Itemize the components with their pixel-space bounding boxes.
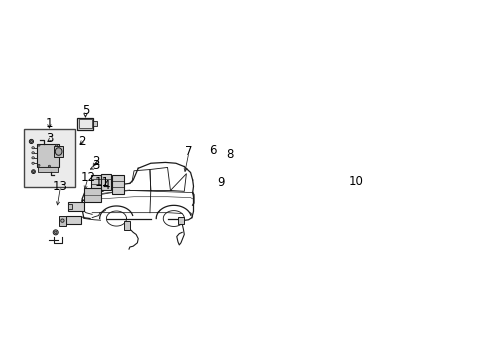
Ellipse shape xyxy=(32,162,34,164)
Ellipse shape xyxy=(32,147,34,149)
Ellipse shape xyxy=(55,144,58,146)
Bar xyxy=(112,175,123,194)
Bar xyxy=(93,121,97,126)
Text: 2: 2 xyxy=(92,155,99,168)
Bar xyxy=(91,175,101,190)
Bar xyxy=(124,221,130,230)
Text: 9: 9 xyxy=(217,176,224,189)
Text: 3: 3 xyxy=(46,132,54,145)
Ellipse shape xyxy=(30,140,32,143)
Ellipse shape xyxy=(48,165,50,167)
Bar xyxy=(38,167,58,172)
Text: 13: 13 xyxy=(53,180,68,193)
Ellipse shape xyxy=(33,171,34,172)
Bar xyxy=(37,144,59,167)
Ellipse shape xyxy=(61,219,64,222)
Text: 8: 8 xyxy=(225,148,233,161)
Text: 5: 5 xyxy=(81,104,89,117)
Bar xyxy=(101,174,110,190)
Bar xyxy=(68,202,83,211)
Bar xyxy=(178,217,184,224)
Text: 3: 3 xyxy=(92,159,99,172)
Bar xyxy=(79,119,92,129)
Bar xyxy=(77,118,93,130)
Bar xyxy=(66,216,81,224)
Text: 2: 2 xyxy=(78,135,86,148)
Text: 6: 6 xyxy=(208,144,216,157)
Bar xyxy=(24,129,74,187)
Text: 12: 12 xyxy=(81,171,95,184)
Ellipse shape xyxy=(55,148,62,155)
Text: 1: 1 xyxy=(45,117,53,130)
Ellipse shape xyxy=(38,144,40,146)
Bar xyxy=(68,204,72,209)
Text: 10: 10 xyxy=(348,175,363,188)
Ellipse shape xyxy=(38,165,40,166)
Ellipse shape xyxy=(29,139,34,144)
Text: 11: 11 xyxy=(94,176,109,189)
Ellipse shape xyxy=(32,152,34,154)
Bar xyxy=(54,146,62,157)
Ellipse shape xyxy=(53,230,58,235)
Text: 4: 4 xyxy=(102,179,109,192)
Ellipse shape xyxy=(54,231,57,234)
Ellipse shape xyxy=(32,157,34,159)
Bar xyxy=(59,216,66,226)
Text: 7: 7 xyxy=(185,145,192,158)
Bar xyxy=(83,188,101,202)
Ellipse shape xyxy=(32,170,35,174)
